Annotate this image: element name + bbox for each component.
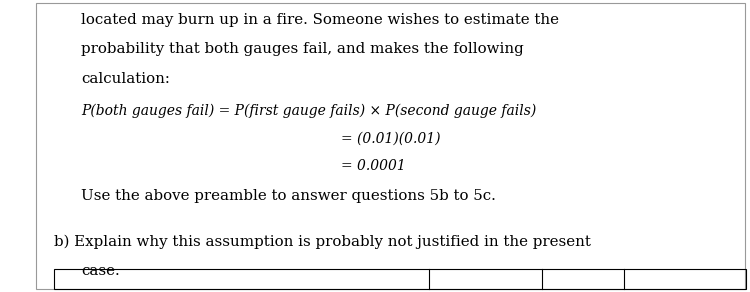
Text: = 0.0001: = 0.0001: [341, 159, 406, 173]
Text: b) Explain why this assumption is probably not justified in the present: b) Explain why this assumption is probab…: [54, 235, 591, 249]
Bar: [54, 269, 746, 289]
Text: located may burn up in a fire. Someone wishes to estimate the: located may burn up in a fire. Someone w…: [81, 13, 559, 27]
Text: probability that both gauges fail, and makes the following: probability that both gauges fail, and m…: [81, 42, 524, 56]
Text: Use the above preamble to answer questions 5b to 5c.: Use the above preamble to answer questio…: [81, 189, 496, 203]
Text: case.: case.: [81, 264, 120, 278]
Text: = (0.01)(0.01): = (0.01)(0.01): [341, 132, 441, 146]
Text: calculation:: calculation:: [81, 72, 170, 86]
Text: P(both gauges fail) = P(first gauge fails) × P(second gauge fails): P(both gauges fail) = P(first gauge fail…: [81, 104, 536, 118]
